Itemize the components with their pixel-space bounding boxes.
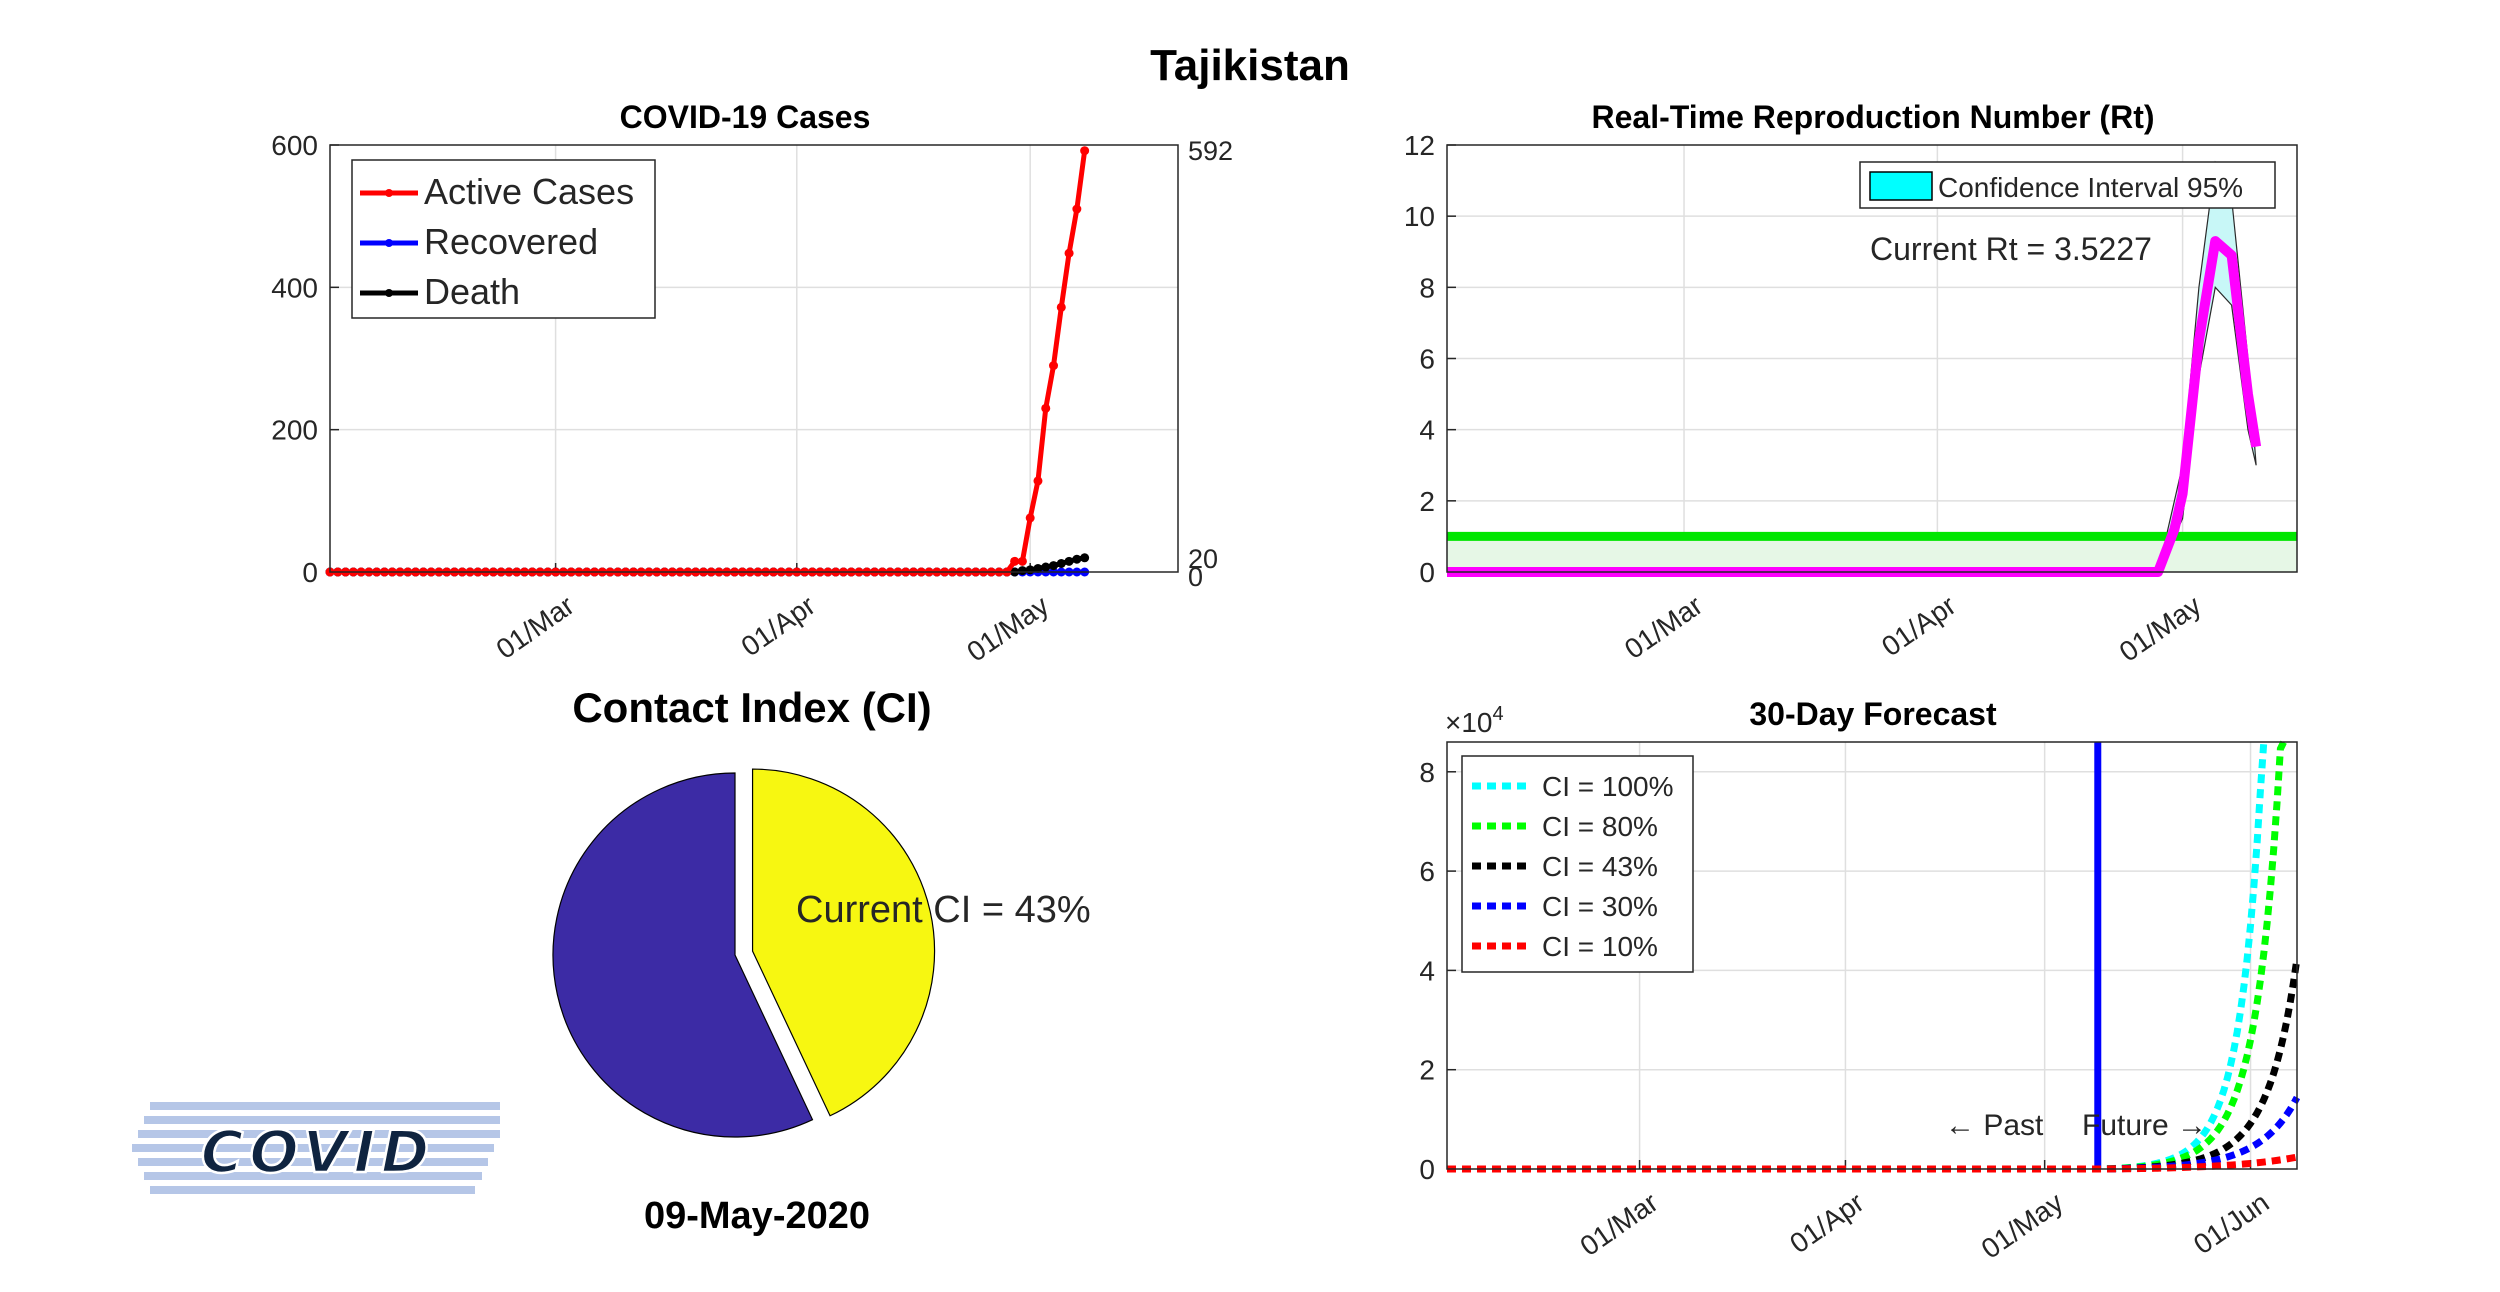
logo-text: COVID: [201, 1118, 435, 1186]
forecast-plot-frame: [1446, 741, 2298, 1170]
figure-title: Tajikistan: [1150, 41, 1350, 90]
forecast-chart: 30-Day Forecast 0 2 4 6 8 01/Mar 01/Apr 01/May 0…: [1419, 696, 2301, 1265]
contact-index-title: Contact Index (CI): [572, 684, 931, 731]
rt-ytick-label: 4: [1419, 415, 1435, 446]
cases-ytick-label: 600: [271, 130, 318, 161]
pie-slice-1: [552, 772, 814, 1138]
rt-chart-title: Real-Time Reproduction Number (Rt): [1592, 99, 2155, 135]
current-rt-label: Current Rt = 3.5227: [1870, 231, 2152, 267]
cases-xtick-label: 01/May: [961, 590, 1054, 668]
cases-point: [1049, 361, 1059, 371]
fc-ytick-label: 0: [1419, 1154, 1435, 1185]
cases-point: [1080, 146, 1090, 156]
rt-ytick-label: 2: [1419, 486, 1435, 517]
active-end-label: 592: [1188, 136, 1233, 166]
cases-point: [1025, 513, 1035, 523]
rt-xtick-label: 01/May: [2114, 590, 2207, 668]
cases-point: [1010, 556, 1020, 566]
legend-active-cases: Active Cases: [424, 171, 634, 212]
fc-xtick-label: 01/Apr: [1784, 1187, 1869, 1260]
cases-point: [1041, 562, 1051, 572]
cases-point: [1064, 248, 1074, 258]
past-label: ← Past: [1945, 1109, 2044, 1142]
cases-xtick-label: 01/Apr: [735, 590, 820, 663]
future-label: Future →: [2082, 1109, 2207, 1142]
fc-xtick-label: 01/Mar: [1574, 1187, 1663, 1262]
forecast-legend-label-3: CI = 30%: [1542, 891, 1658, 922]
cases-point: [1049, 561, 1059, 571]
report-date: 09-May-2020: [644, 1195, 870, 1237]
forecast-legend-label-4: CI = 10%: [1542, 931, 1658, 962]
cases-point: [1025, 565, 1035, 575]
forecast-legend-label-2: CI = 43%: [1542, 851, 1658, 882]
forecast-series-0: [1447, 738, 2268, 1173]
pie-slice-0: [751, 768, 936, 1117]
fc-xtick-label: 01/May: [1976, 1187, 2069, 1265]
cases-xtick-label: 01/Mar: [490, 590, 579, 665]
contact-index-chart: Contact Index (CI) Current CI = 43% 09-M…: [552, 684, 1091, 1237]
rt-ytick-label: 10: [1404, 201, 1435, 232]
cases-ytick-label: 200: [271, 415, 318, 446]
forecast-legend-label-1: CI = 80%: [1542, 811, 1658, 842]
cases-point: [1041, 403, 1051, 413]
cases-point: [1072, 554, 1082, 564]
rt-xtick-label: 01/Mar: [1619, 590, 1708, 665]
forecast-legend-label-0: CI = 100%: [1542, 771, 1674, 802]
covid-logo: COVID: [132, 1102, 500, 1194]
legend-death: Death: [424, 271, 520, 312]
cases-point: [1033, 563, 1043, 573]
rt-xtick-label: 01/Apr: [1876, 590, 1961, 663]
cases-point: [1017, 566, 1027, 576]
death-end-label: 20: [1188, 544, 1218, 574]
cases-legend: Active Cases Recovered Death: [351, 159, 656, 319]
cases-plot-frame: [329, 144, 1179, 573]
forecast-legend: CI = 100% CI = 80% CI = 43% CI = 30% CI = 10…: [1461, 755, 1694, 973]
rt-ytick-label: 0: [1419, 557, 1435, 588]
cases-ytick-label: 400: [271, 272, 318, 303]
cases-point: [1072, 204, 1082, 214]
cases-point: [1080, 553, 1090, 563]
cases-point: [1017, 556, 1027, 566]
rt-ytick-label: 8: [1419, 272, 1435, 303]
rt-chart: Real-Time Reproduction Number (Rt) 0 2 4 6 8…: [1404, 99, 2298, 668]
rt-ytick-label: 12: [1404, 130, 1435, 161]
fc-ytick-label: 2: [1419, 1055, 1435, 1086]
cases-point: [1056, 302, 1066, 312]
cases-point: [1064, 556, 1074, 566]
y-exponent-label: ×104: [1445, 703, 1504, 738]
fc-ytick-label: 6: [1419, 856, 1435, 887]
recovered-end-label: 0: [1188, 562, 1203, 592]
cases-point: [1033, 476, 1043, 486]
rt-legend: Confidence Interval 95%: [1859, 161, 2276, 209]
rt-series-line: [1447, 236, 2262, 577]
cases-chart-title: COVID-19 Cases: [620, 99, 871, 135]
current-ci-label: Current CI = 43%: [796, 889, 1091, 931]
cases-ytick-label: 0: [302, 557, 318, 588]
legend-confidence-interval: Confidence Interval 95%: [1938, 172, 2243, 203]
rt-plot-frame: [1446, 144, 2298, 573]
rt-ytick-label: 6: [1419, 344, 1435, 375]
cases-point: [1056, 558, 1066, 568]
forecast-chart-title: 30-Day Forecast: [1749, 696, 1997, 732]
fc-xtick-label: 01/Jun: [2188, 1187, 2275, 1261]
fc-ytick-label: 4: [1419, 955, 1435, 986]
legend-recovered: Recovered: [424, 221, 598, 262]
fc-ytick-label: 8: [1419, 757, 1435, 788]
